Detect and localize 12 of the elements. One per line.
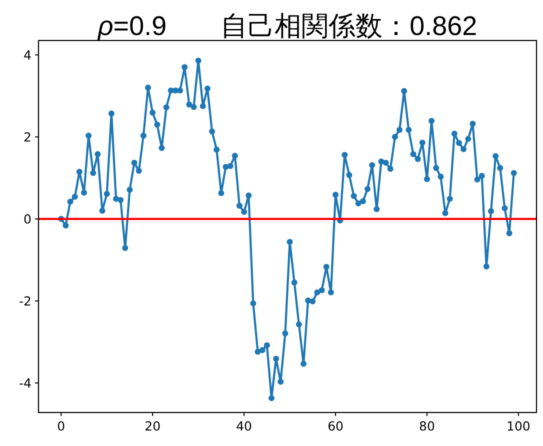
x-tick-label: 40 <box>236 418 252 434</box>
x-tick-label: 0 <box>57 418 66 434</box>
chart-title: ρ=0.9 自己相関係数：0.862 <box>96 11 478 41</box>
y-tick-label: -2 <box>19 293 32 308</box>
y-tick-label: 0 <box>24 211 32 226</box>
x-tick-label: 100 <box>506 418 530 434</box>
x-tick-label: 80 <box>419 418 435 434</box>
x-tick-label: 60 <box>328 418 344 434</box>
y-tick-label: -4 <box>19 375 32 390</box>
y-tick-label: 4 <box>24 47 32 62</box>
x-tick-label: 20 <box>144 418 161 434</box>
y-tick-label: 2 <box>24 129 32 144</box>
